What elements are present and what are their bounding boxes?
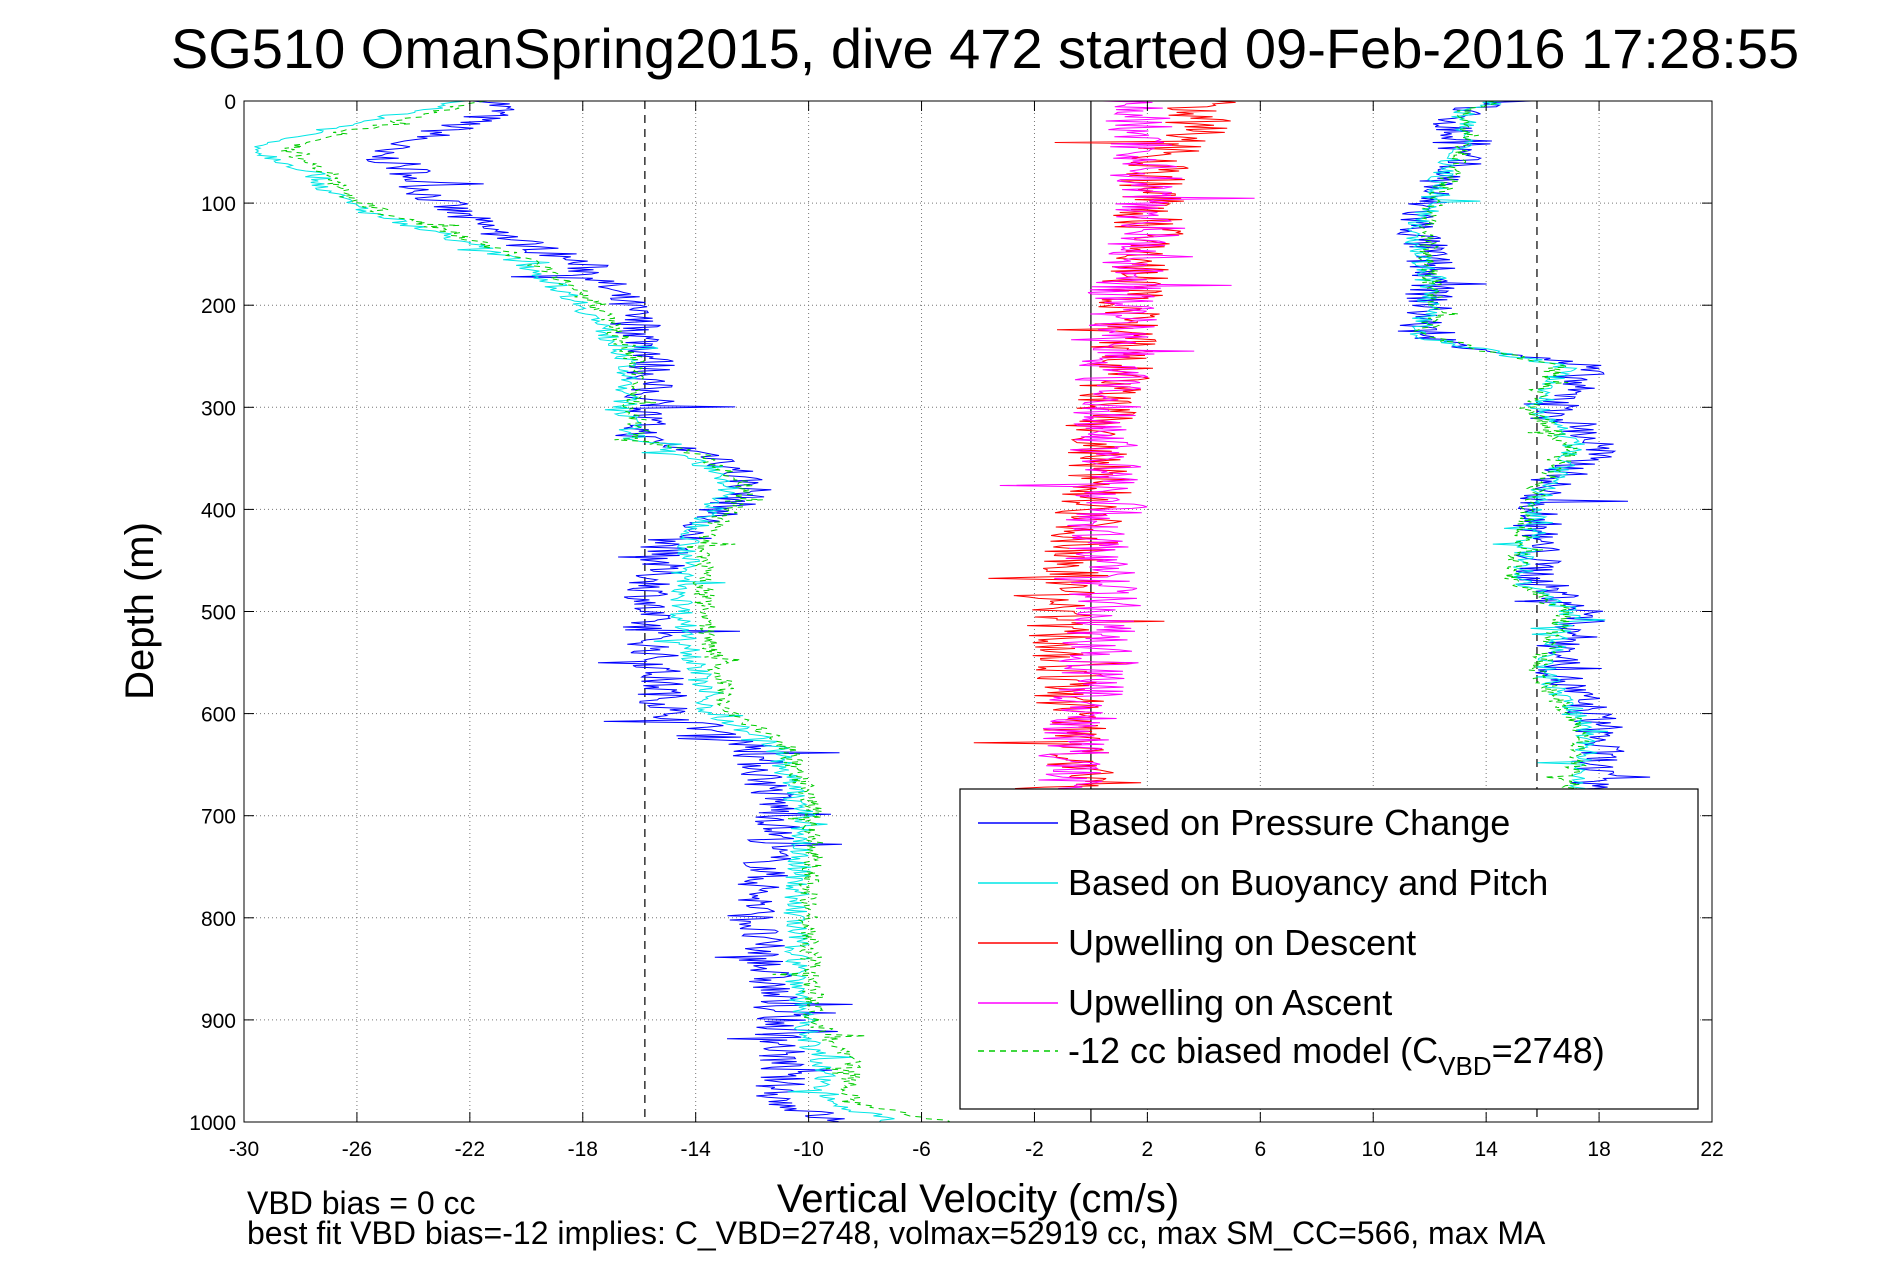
axis-ticks: -30 -26 -22 -18 -14 -10 -6 -2 2 6 10 14 18 2201002003… (189, 91, 1723, 1161)
legend: Based on Pressure Change Based on Buoyanc… (959, 788, 1699, 1110)
y-tick-label: 100 (201, 193, 236, 216)
x-tick-label: 10 (1362, 1138, 1385, 1161)
x-tick-label: 2 (1142, 1138, 1154, 1161)
x-tick-label: -26 (342, 1138, 372, 1161)
x-tick-label: -30 (229, 1138, 259, 1161)
x-tick-label: 6 (1254, 1138, 1266, 1161)
y-tick-label: 200 (201, 295, 236, 318)
x-tick-label: 14 (1474, 1138, 1498, 1161)
legend-label-5: -12 cc biased model (CVBD=2748) (1068, 1030, 1605, 1081)
series-line-5-segment-2 (1412, 101, 1590, 795)
series-line-5-segment-1 (280, 101, 950, 1122)
y-axis-label: Depth (m) (118, 522, 162, 700)
series-line-4-segment-1 (999, 101, 1255, 795)
legend-label-3: Upwelling on Descent (1068, 922, 1416, 963)
x-tick-label: -18 (568, 1138, 598, 1161)
legend-label-2: Based on Buoyancy and Pitch (1068, 862, 1548, 903)
best-fit-note: best fit VBD bias=-12 implies: C_VBD=274… (247, 1215, 1546, 1251)
chart-title: SG510 OmanSpring2015, dive 472 started 0… (171, 17, 1799, 80)
y-tick-label: 600 (201, 704, 236, 727)
series-line-1-segment-1 (365, 101, 853, 1122)
legend-box (959, 788, 1699, 1110)
x-tick-label: -10 (793, 1138, 823, 1161)
series-line-1-segment-2 (1396, 101, 1651, 795)
y-tick-label: 700 (201, 806, 236, 829)
x-tick-label: -22 (455, 1138, 485, 1161)
y-tick-label: 900 (201, 1010, 236, 1033)
x-axis-label: Vertical Velocity (cm/s) (777, 1177, 1179, 1221)
plot-area (254, 101, 1651, 1122)
y-tick-label: 400 (201, 499, 236, 522)
x-tick-label: -2 (1025, 1138, 1044, 1161)
series-line-2-segment-1 (254, 101, 895, 1122)
vbd-bias-note: VBD bias = 0 cc (247, 1185, 476, 1221)
y-tick-label: 800 (201, 908, 236, 931)
y-tick-label: 300 (201, 397, 236, 420)
grid (244, 101, 1712, 1122)
x-tick-label: 18 (1587, 1138, 1610, 1161)
x-tick-label: -6 (912, 1138, 931, 1161)
series-line-2-segment-2 (1405, 101, 1609, 795)
y-tick-label: 0 (224, 91, 236, 114)
x-tick-label: -14 (681, 1138, 712, 1161)
legend-label-4: Upwelling on Ascent (1068, 982, 1392, 1023)
x-tick-label: 22 (1700, 1138, 1723, 1161)
y-tick-label: 1000 (189, 1112, 236, 1135)
series-line-3-segment-1 (973, 101, 1236, 795)
legend-label-1: Based on Pressure Change (1068, 802, 1510, 843)
y-tick-label: 500 (201, 602, 236, 625)
